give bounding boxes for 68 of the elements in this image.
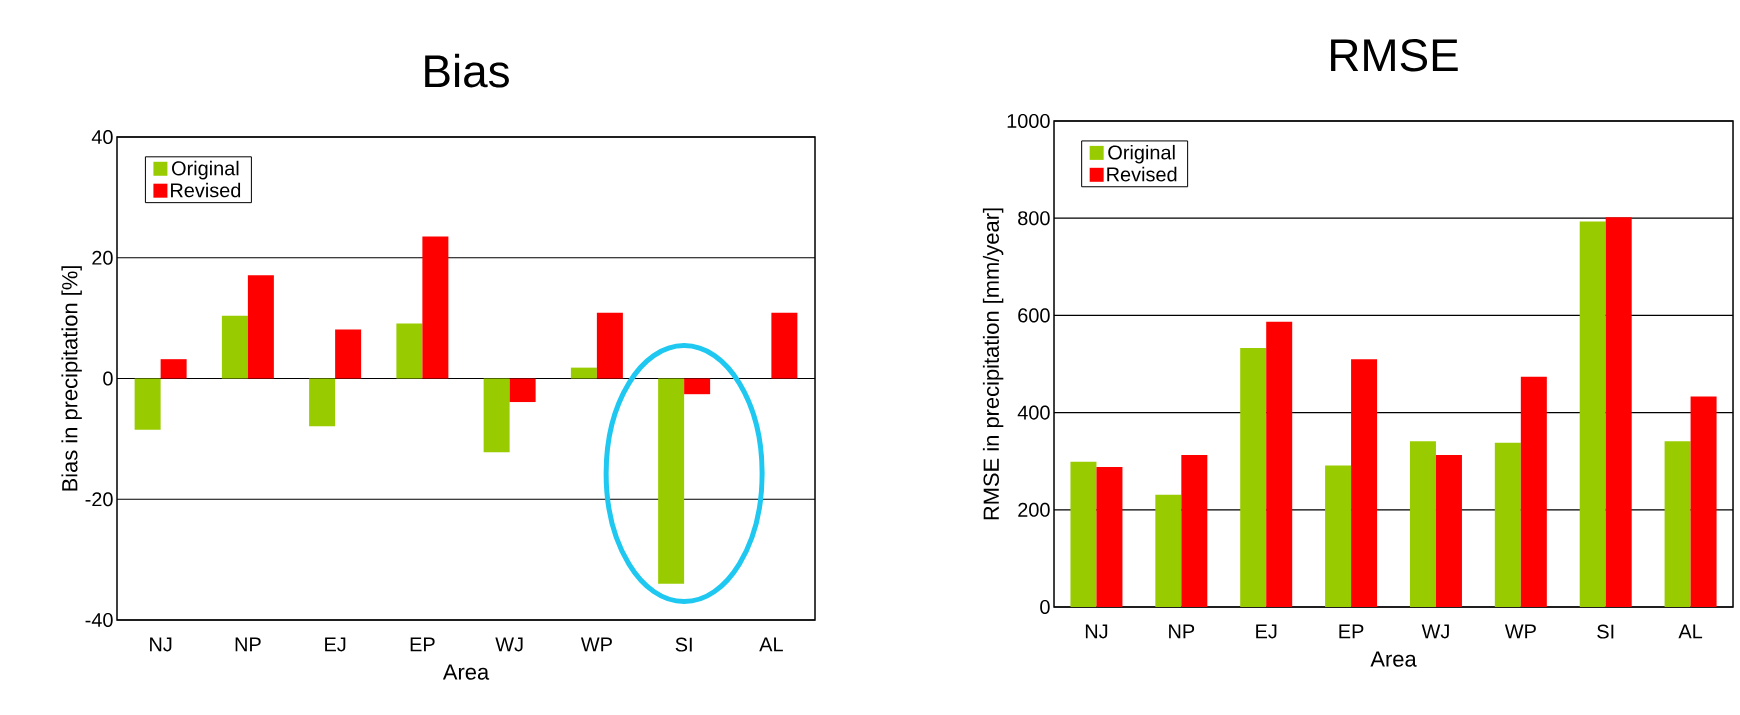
bar: [1409, 441, 1436, 607]
x-axis-title: Area: [1370, 651, 1417, 667]
x-tick-label: WP: [580, 637, 612, 652]
y-tick-label: 200: [1018, 502, 1050, 517]
x-tick-label: EP: [1339, 624, 1364, 639]
bar: [1096, 467, 1123, 607]
bar: [1351, 359, 1378, 607]
bar: [1520, 376, 1547, 607]
x-tick-label: AL: [759, 637, 783, 652]
x-tick-label: EJ: [1256, 624, 1277, 639]
bar: [1605, 217, 1632, 607]
y-tick-label: 400: [1017, 405, 1050, 420]
legend-label: Original: [172, 160, 239, 180]
bar: [309, 378, 336, 427]
x-tick-label: NP: [1169, 624, 1195, 639]
x-tick-label: NJ: [150, 637, 172, 652]
bar: [1325, 465, 1352, 607]
y-tick-label: 20: [92, 250, 113, 265]
bar: [483, 378, 510, 453]
bar: [247, 275, 274, 379]
y-tick-label: -20: [85, 492, 113, 507]
x-tick-label: WJ: [495, 637, 523, 652]
x-tick-label: WJ: [1421, 624, 1449, 639]
x-tick-label: EJ: [325, 637, 346, 652]
bar: [335, 329, 362, 379]
bar: [771, 312, 798, 379]
bar: [1266, 321, 1293, 607]
y-tick-label: 800: [1018, 211, 1050, 226]
x-tick-label: SI: [1597, 624, 1614, 639]
bar: [1181, 454, 1208, 607]
bar: [570, 367, 597, 379]
bar: [658, 378, 685, 584]
bar: [134, 378, 161, 430]
y-axis-title: Bias in precipitation [%]: [61, 266, 82, 491]
bar: [396, 323, 423, 379]
x-tick-label: NJ: [1085, 624, 1108, 639]
y-tick-label: 40: [91, 129, 113, 145]
bar: [160, 359, 187, 379]
bar: [1690, 396, 1717, 607]
bar: [1664, 441, 1691, 607]
legend-label: Revised: [1107, 166, 1177, 182]
y-tick-label: 0: [103, 371, 113, 386]
bar: [1579, 221, 1606, 607]
bar: [1240, 347, 1267, 607]
bar: [1494, 442, 1521, 607]
x-tick-label: AL: [1678, 624, 1703, 639]
bar: [596, 312, 623, 379]
x-tick-label: EP: [410, 637, 435, 652]
bar: [422, 236, 449, 379]
legend-label: Original: [1108, 144, 1175, 164]
y-axis-title: RMSE in precipitation [mm/year]: [982, 208, 1004, 520]
x-tick-label: NP: [235, 637, 261, 652]
y-tick-label: -40: [85, 612, 113, 628]
x-tick-label: SI: [675, 637, 692, 652]
y-tick-label: 0: [1040, 599, 1050, 615]
bar: [509, 378, 536, 403]
y-tick-label: 600: [1018, 308, 1050, 323]
x-axis-title: Area: [442, 664, 490, 680]
bar: [1435, 454, 1462, 607]
x-tick-label: WP: [1504, 624, 1536, 639]
chart-title: RMSE: [1331, 39, 1458, 72]
bar: [221, 315, 248, 379]
legend-label: Revised: [171, 182, 241, 198]
chart-title: Bias: [425, 53, 509, 88]
bar: [684, 378, 711, 395]
bar: [1070, 461, 1097, 607]
bar: [1155, 494, 1182, 607]
y-tick-label: 1000: [1007, 113, 1050, 129]
